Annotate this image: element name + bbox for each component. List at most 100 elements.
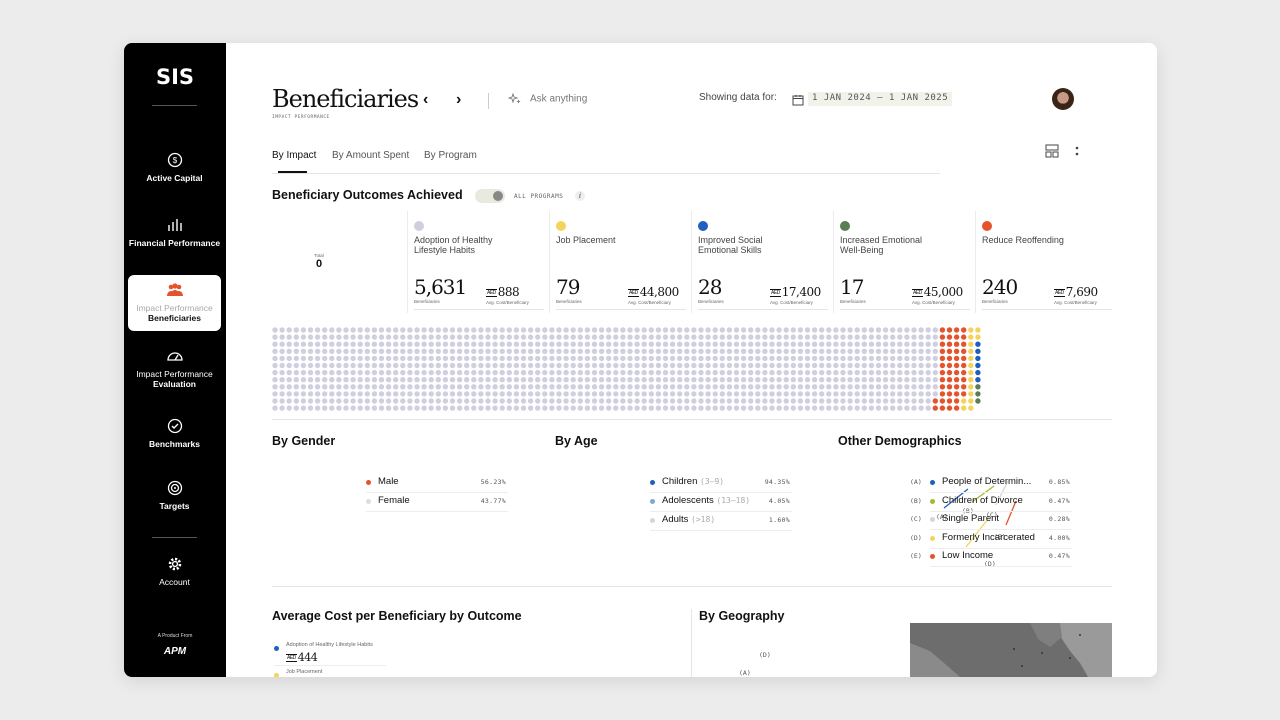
- tab-by-amount-spent[interactable]: By Amount Spent: [332, 150, 410, 161]
- date-range-picker[interactable]: 1 JAN 2024 – 1 JAN 2025: [808, 92, 953, 106]
- outcome-card[interactable]: Improved Social Emotional Skills 28 Benefi…: [691, 211, 833, 313]
- waffle-dot: [329, 405, 335, 411]
- waffle-dot: [961, 348, 967, 354]
- gender-title: By Gender: [272, 434, 336, 448]
- waffle-dot: [329, 369, 335, 376]
- waffle-dot: [570, 391, 576, 397]
- waffle-dot: [442, 384, 449, 390]
- card-divider: [414, 309, 544, 310]
- next-arrow-icon[interactable]: ›: [456, 91, 462, 108]
- waffle-dot: [378, 348, 385, 354]
- info-icon[interactable]: i: [575, 191, 585, 201]
- waffle-dot: [932, 398, 938, 404]
- more-options-icon[interactable]: [1074, 144, 1080, 158]
- avatar[interactable]: [1052, 88, 1074, 110]
- waffle-dot: [613, 405, 619, 411]
- waffle-dot: [300, 334, 307, 340]
- waffle-dot: [968, 384, 974, 390]
- waffle-dot: [790, 348, 796, 354]
- sidebar-item-label: Financial Performance: [128, 238, 221, 248]
- waffle-dot: [740, 405, 747, 411]
- waffle-dot: [847, 362, 853, 369]
- waffle-dot: [322, 355, 328, 362]
- avg-cost-value: 444: [297, 651, 318, 664]
- legend-pct: 94.35%: [764, 478, 790, 486]
- waffle-dot: [868, 405, 875, 411]
- waffle-dot: [435, 327, 441, 333]
- waffle-dot: [698, 334, 704, 340]
- sidebar-item-financial-performance[interactable]: Financial Performance: [128, 216, 221, 249]
- waffle-dot: [790, 362, 796, 369]
- waffle-dot: [733, 384, 740, 390]
- waffle-dot: [861, 377, 867, 383]
- waffle-dot: [677, 398, 683, 404]
- waffle-dot: [833, 362, 839, 369]
- app-logo[interactable]: SIS: [155, 65, 195, 89]
- waffle-dot: [570, 398, 576, 404]
- waffle-dot: [279, 384, 285, 390]
- waffle-dot: [598, 355, 605, 362]
- outcome-card[interactable]: Increased Emotional Well-Being 17 Benefici…: [833, 211, 975, 313]
- card-divider: [556, 309, 686, 310]
- waffle-dot: [953, 334, 960, 340]
- waffle-dot: [712, 398, 718, 404]
- waffle-dot: [897, 348, 903, 354]
- waffle-dot: [385, 391, 392, 397]
- waffle-dot: [570, 384, 576, 390]
- waffle-dot: [854, 369, 860, 376]
- waffle-dot: [840, 405, 846, 411]
- waffle-dot: [662, 348, 669, 354]
- waffle-dot: [726, 384, 733, 390]
- waffle-dot: [492, 355, 498, 362]
- tab-by-program[interactable]: By Program: [424, 150, 477, 161]
- outcome-card[interactable]: Reduce Reoffending 240 Beneficiaries AED 7,6…: [975, 211, 1117, 313]
- avg-cost-label: Avg. Cost/Beneficiary: [628, 300, 671, 305]
- waffle-dot: [733, 327, 740, 333]
- waffle-dot: [932, 377, 938, 383]
- waffle-dot: [535, 334, 541, 340]
- geography-map[interactable]: [910, 623, 1112, 677]
- tab-by-impact[interactable]: By Impact: [272, 150, 317, 161]
- waffle-dot: [655, 405, 662, 411]
- sidebar-item-beneficiaries[interactable]: Impact Performance Beneficiaries: [128, 275, 221, 331]
- demo-line-b: [971, 485, 995, 503]
- sidebar-item-account[interactable]: Account: [128, 555, 221, 588]
- outcome-card[interactable]: Job Placement 79 Beneficiaries AED 44,800 Avg…: [549, 211, 691, 313]
- waffle-dot: [343, 384, 349, 390]
- waffle-dot: [733, 391, 740, 397]
- waffle-dot: [520, 348, 527, 354]
- product-from-label: A Product From: [157, 633, 193, 639]
- waffle-dot: [790, 391, 796, 397]
- outcome-card[interactable]: Adoption of Healthy Lifestyle Habits 5,63…: [407, 211, 549, 313]
- waffle-dot: [911, 377, 917, 383]
- waffle-dot: [748, 377, 754, 383]
- sidebar-item-label: Beneficiaries: [148, 312, 201, 323]
- waffle-dot: [854, 341, 860, 347]
- waffle-dot: [762, 377, 768, 383]
- waffle-dot: [499, 369, 505, 376]
- calendar-icon[interactable]: [792, 93, 804, 106]
- waffle-dot: [286, 398, 292, 404]
- sidebar-item-evaluation[interactable]: Impact Performance Evaluation: [128, 347, 221, 389]
- waffle-dot: [393, 334, 399, 340]
- waffle-dot: [620, 405, 626, 411]
- waffle-dot: [414, 369, 420, 376]
- waffle-dot: [527, 362, 534, 369]
- all-programs-toggle[interactable]: [475, 189, 505, 203]
- waffle-dot: [804, 391, 811, 397]
- waffle-dot: [705, 334, 711, 340]
- waffle-dot: [322, 377, 328, 383]
- prev-arrow-icon[interactable]: ‹: [423, 91, 429, 108]
- target-icon: [166, 479, 184, 497]
- ask-anything-input[interactable]: Ask anything: [507, 92, 587, 106]
- waffle-dot: [634, 384, 640, 390]
- waffle-dot: [577, 355, 583, 362]
- sidebar-item-benchmarks[interactable]: Benchmarks: [128, 417, 221, 450]
- layout-icon[interactable]: [1044, 143, 1060, 159]
- outcomes-title: Beneficiary Outcomes Achieved: [272, 188, 463, 202]
- waffle-dot: [613, 362, 619, 369]
- sidebar-item-targets[interactable]: Targets: [128, 479, 221, 512]
- waffle-dot: [527, 377, 534, 383]
- waffle-dot: [293, 391, 299, 397]
- sidebar-item-active-capital[interactable]: $ Active Capital: [128, 151, 221, 184]
